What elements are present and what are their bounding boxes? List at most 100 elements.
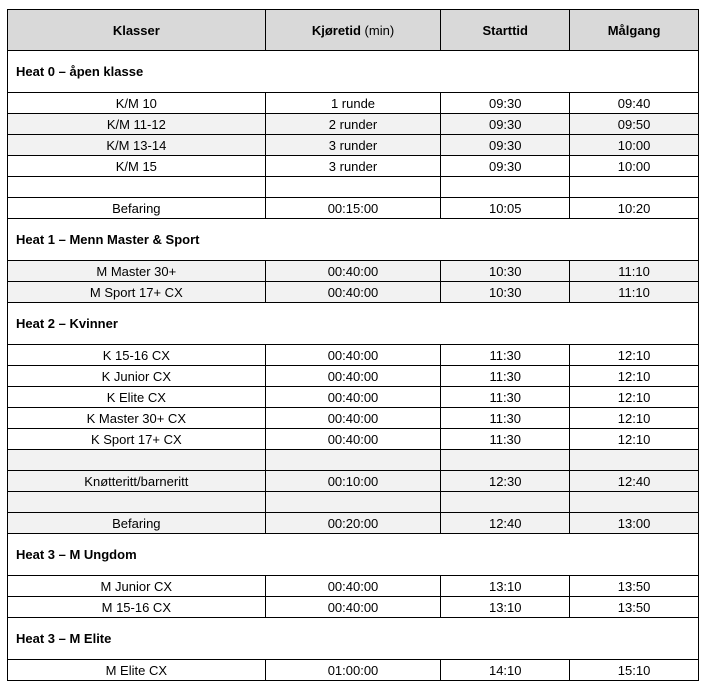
table-row: K/M 13-14 3 runder 09:30 10:00 xyxy=(7,134,699,156)
cell-malgang: 12:10 xyxy=(569,365,699,387)
table-row: M Sport 17+ CX 00:40:00 10:30 11:10 xyxy=(7,281,699,303)
cell-malgang: 10:00 xyxy=(569,134,699,156)
cell-starttid: 09:30 xyxy=(440,155,571,177)
table-row: Knøtteritt/barneritt 00:10:00 12:30 12:40 xyxy=(7,470,699,492)
table-row: M Junior CX 00:40:00 13:10 13:50 xyxy=(7,575,699,597)
heat-section-row: Heat 1 – Menn Master & Sport xyxy=(7,218,699,261)
header-kjoretid-label: Kjøretid xyxy=(311,22,361,38)
cell-kjoretid: 3 runder xyxy=(264,155,442,177)
cell-klasse: K/M 10 xyxy=(7,92,266,114)
cell-starttid: 09:30 xyxy=(440,113,571,135)
cell-malgang: 13:00 xyxy=(569,512,699,534)
cell-starttid: 09:30 xyxy=(440,134,571,156)
cell-malgang: 10:00 xyxy=(569,155,699,177)
cell-kjoretid: 01:00:00 xyxy=(264,659,442,681)
cell-malgang: 12:10 xyxy=(569,428,699,450)
heat-section-row: Heat 0 – åpen klasse xyxy=(7,50,699,93)
cell-klasse: M Sport 17+ CX xyxy=(7,281,266,303)
cell-malgang xyxy=(569,176,699,198)
table-row: K Elite CX 00:40:00 11:30 12:10 xyxy=(7,386,699,408)
table-row: K Sport 17+ CX 00:40:00 11:30 12:10 xyxy=(7,428,699,450)
heat-title: Heat 0 – åpen klasse xyxy=(7,50,699,93)
cell-klasse: K Elite CX xyxy=(7,386,266,408)
cell-klasse: K/M 11-12 xyxy=(7,113,266,135)
cell-malgang: 15:10 xyxy=(569,659,699,681)
cell-kjoretid xyxy=(264,449,442,471)
header-kjoretid-unit: (min) xyxy=(360,22,395,38)
table-row: K/M 11-12 2 runder 09:30 09:50 xyxy=(7,113,699,135)
table-row xyxy=(7,491,699,513)
cell-kjoretid: 00:40:00 xyxy=(264,281,442,303)
cell-klasse: K/M 13-14 xyxy=(7,134,266,156)
cell-klasse: K 15-16 CX xyxy=(7,344,266,366)
table-row: K 15-16 CX 00:40:00 11:30 12:10 xyxy=(7,344,699,366)
heat-title: Heat 2 – Kvinner xyxy=(7,302,699,345)
cell-malgang: 12:10 xyxy=(569,386,699,408)
cell-starttid xyxy=(440,449,571,471)
cell-kjoretid xyxy=(264,491,442,513)
cell-kjoretid: 00:15:00 xyxy=(264,197,442,219)
cell-klasse: M 15-16 CX xyxy=(7,596,266,618)
cell-starttid: 11:30 xyxy=(440,365,571,387)
cell-malgang: 11:10 xyxy=(569,260,699,282)
cell-kjoretid xyxy=(264,176,442,198)
cell-klasse: M Master 30+ xyxy=(7,260,266,282)
heat-title: Heat 1 – Menn Master & Sport xyxy=(7,218,699,261)
cell-starttid: 11:30 xyxy=(440,386,571,408)
cell-starttid: 10:30 xyxy=(440,260,571,282)
cell-kjoretid: 1 runde xyxy=(264,92,442,114)
cell-malgang: 13:50 xyxy=(569,596,699,618)
cell-malgang: 09:40 xyxy=(569,92,699,114)
cell-malgang: 11:10 xyxy=(569,281,699,303)
cell-kjoretid: 00:40:00 xyxy=(264,260,442,282)
schedule-table: Klasser Kjøretid (min) Starttid Målgang … xyxy=(7,9,699,681)
cell-klasse xyxy=(7,176,266,198)
cell-starttid: 10:05 xyxy=(440,197,571,219)
table-row: Befaring 00:15:00 10:05 10:20 xyxy=(7,197,699,219)
cell-klasse: M Junior CX xyxy=(7,575,266,597)
header-starttid: Starttid xyxy=(440,9,571,51)
table-row: M Master 30+ 00:40:00 10:30 11:10 xyxy=(7,260,699,282)
heat-section-row: Heat 3 – M Elite xyxy=(7,617,699,660)
cell-klasse xyxy=(7,449,266,471)
cell-starttid xyxy=(440,176,571,198)
cell-starttid: 12:40 xyxy=(440,512,571,534)
cell-klasse: Befaring xyxy=(7,512,266,534)
table-row: M 15-16 CX 00:40:00 13:10 13:50 xyxy=(7,596,699,618)
table-row: K Junior CX 00:40:00 11:30 12:10 xyxy=(7,365,699,387)
table-row xyxy=(7,449,699,471)
heat-section-row: Heat 3 – M Ungdom xyxy=(7,533,699,576)
cell-starttid: 12:30 xyxy=(440,470,571,492)
cell-starttid: 14:10 xyxy=(440,659,571,681)
cell-starttid: 09:30 xyxy=(440,92,571,114)
cell-starttid: 11:30 xyxy=(440,344,571,366)
cell-klasse: K Master 30+ CX xyxy=(7,407,266,429)
cell-kjoretid: 00:40:00 xyxy=(264,386,442,408)
cell-klasse: M Elite CX xyxy=(7,659,266,681)
header-malgang: Målgang xyxy=(569,9,699,51)
table-row: K/M 10 1 runde 09:30 09:40 xyxy=(7,92,699,114)
table-row: K/M 15 3 runder 09:30 10:00 xyxy=(7,155,699,177)
cell-malgang: 12:10 xyxy=(569,344,699,366)
cell-kjoretid: 00:10:00 xyxy=(264,470,442,492)
table-row xyxy=(7,176,699,198)
cell-malgang: 12:10 xyxy=(569,407,699,429)
heat-section-row: Heat 2 – Kvinner xyxy=(7,302,699,345)
cell-klasse: Befaring xyxy=(7,197,266,219)
cell-malgang: 13:50 xyxy=(569,575,699,597)
cell-klasse xyxy=(7,491,266,513)
cell-kjoretid: 00:40:00 xyxy=(264,365,442,387)
cell-starttid xyxy=(440,491,571,513)
cell-malgang: 12:40 xyxy=(569,470,699,492)
heat-title: Heat 3 – M Elite xyxy=(7,617,699,660)
cell-klasse: K Sport 17+ CX xyxy=(7,428,266,450)
cell-kjoretid: 2 runder xyxy=(264,113,442,135)
cell-kjoretid: 00:20:00 xyxy=(264,512,442,534)
table-row: Befaring 00:20:00 12:40 13:00 xyxy=(7,512,699,534)
cell-malgang xyxy=(569,491,699,513)
cell-starttid: 11:30 xyxy=(440,407,571,429)
cell-malgang: 10:20 xyxy=(569,197,699,219)
header-kjoretid: Kjøretid (min) xyxy=(264,9,442,51)
header-klasser: Klasser xyxy=(7,9,266,51)
cell-klasse: Knøtteritt/barneritt xyxy=(7,470,266,492)
